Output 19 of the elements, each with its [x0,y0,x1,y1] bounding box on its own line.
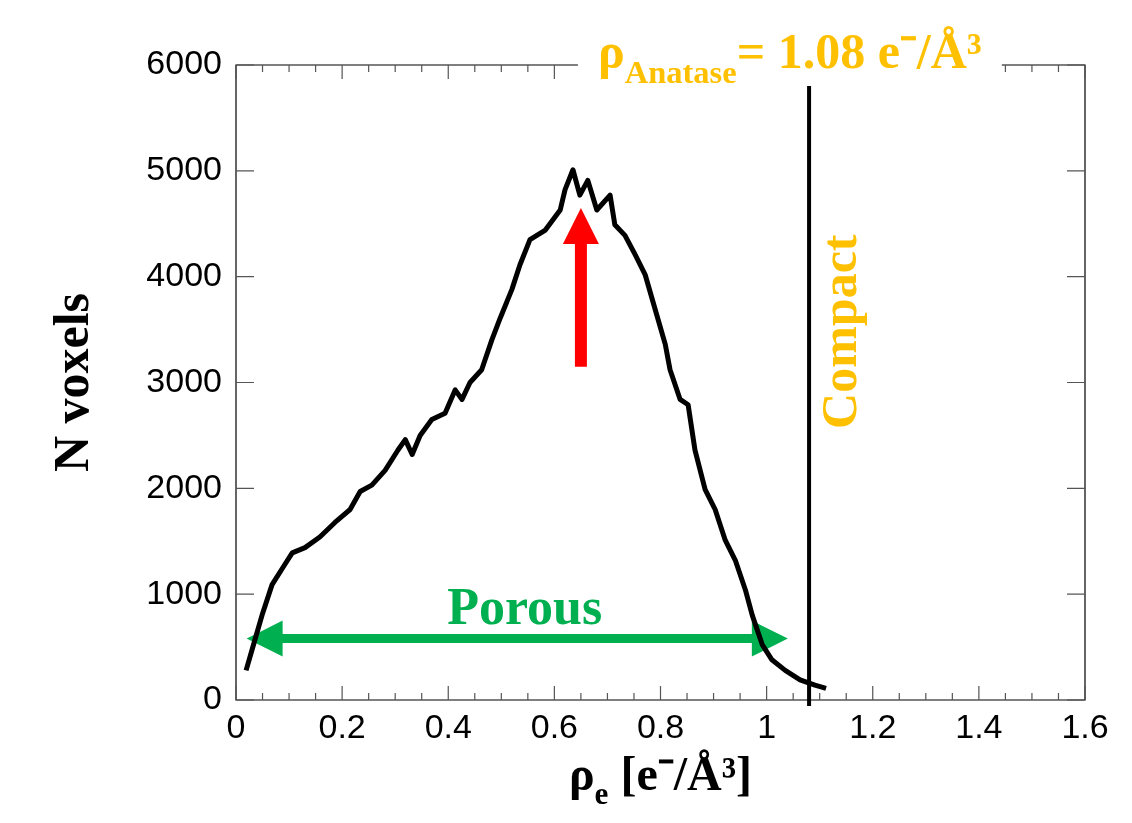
y-axis-title: N voxels [43,292,99,473]
x-tick-label: 0.2 [318,706,366,745]
annotation: Porous [447,577,603,635]
y-tick-label: 2000 [146,466,222,505]
y-tick-label: 0 [203,678,222,717]
y-tick-label: 4000 [146,255,222,294]
x-tick-label: 1.6 [1061,706,1109,745]
x-tick-label: 0.6 [530,706,579,745]
x-tick-label: 0.8 [636,706,685,745]
y-tick-label: 3000 [146,360,222,399]
x-tick-label: 0.4 [424,706,472,745]
x-tick-label: 1.2 [849,706,897,745]
y-tick-label: 5000 [146,149,222,188]
x-tick-label: 0 [226,706,246,745]
x-tick-label: 1 [757,706,777,745]
x-tick-label: 1.4 [955,706,1003,745]
annotation: Compact [810,234,867,429]
y-tick-label: 1000 [146,572,222,611]
y-tick-label: 6000 [146,43,222,82]
